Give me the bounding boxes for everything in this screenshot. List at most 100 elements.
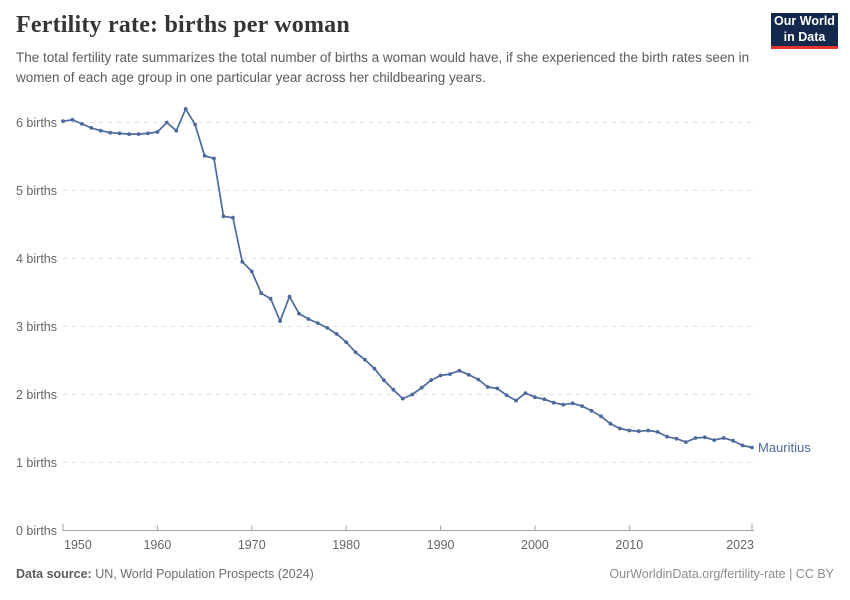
data-point-1966[interactable] <box>212 156 216 161</box>
chart-subtitle: The total fertility rate summarizes the … <box>16 50 750 85</box>
y-axis-tick-label: 1 births <box>16 456 57 470</box>
data-point-2011[interactable] <box>636 429 641 434</box>
data-point-1986[interactable] <box>400 396 405 401</box>
data-point-1991[interactable] <box>448 372 452 376</box>
owid-logo-line1: Our World <box>774 14 835 29</box>
x-axis-tick-label: 2000 <box>521 538 549 552</box>
data-point-1992[interactable] <box>457 368 462 373</box>
chart-title: Fertility rate: births per woman <box>16 12 350 38</box>
data-point-2010[interactable] <box>627 428 632 433</box>
data-point-1953[interactable] <box>89 126 94 130</box>
data-point-1959[interactable] <box>146 131 150 136</box>
data-point-1989[interactable] <box>429 378 433 383</box>
data-source-text: UN, World Population Prospects (2024) <box>91 567 314 581</box>
y-axis-tick-label: 2 births <box>16 388 57 402</box>
data-point-1950[interactable] <box>61 119 65 123</box>
credit-link[interactable]: OurWorldinData.org/fertility-rate | CC B… <box>609 567 834 581</box>
data-point-1973[interactable] <box>278 319 282 323</box>
data-point-1988[interactable] <box>419 385 424 390</box>
data-point-1952[interactable] <box>80 122 84 126</box>
data-point-1964[interactable] <box>193 122 198 127</box>
x-axis-tick-label: 1950 <box>64 538 92 552</box>
data-point-2013[interactable] <box>655 430 660 434</box>
data-point-1969[interactable] <box>240 260 245 264</box>
data-point-2015[interactable] <box>674 436 679 441</box>
data-point-1962[interactable] <box>174 128 179 133</box>
data-point-1963[interactable] <box>183 107 188 111</box>
data-point-1990[interactable] <box>438 373 443 378</box>
owid-logo-line2: in Data <box>783 29 826 44</box>
data-point-2000[interactable] <box>533 395 537 400</box>
chart-footer: Data source: UN, World Population Prospe… <box>16 567 834 581</box>
data-point-1961[interactable] <box>164 120 169 125</box>
data-point-1974[interactable] <box>287 294 292 299</box>
data-point-1996[interactable] <box>495 386 500 391</box>
data-point-1981[interactable] <box>353 350 358 355</box>
data-point-2004[interactable] <box>570 401 575 406</box>
data-point-2003[interactable] <box>561 402 566 407</box>
data-point-1977[interactable] <box>315 321 320 325</box>
data-point-2018[interactable] <box>702 435 707 440</box>
data-point-2006[interactable] <box>589 408 594 413</box>
data-point-1967[interactable] <box>221 214 226 219</box>
data-point-2017[interactable] <box>693 436 698 440</box>
data-point-1957[interactable] <box>127 132 131 137</box>
data-point-1951[interactable] <box>70 117 75 122</box>
data-point-1979[interactable] <box>334 332 339 336</box>
data-point-1958[interactable] <box>136 132 141 137</box>
data-point-1983[interactable] <box>372 366 377 371</box>
x-axis-tick-label: 2010 <box>615 538 643 552</box>
data-point-1965[interactable] <box>202 153 207 158</box>
data-point-1995[interactable] <box>485 385 490 389</box>
data-point-1956[interactable] <box>117 131 122 136</box>
y-axis-tick-label: 4 births <box>16 252 57 266</box>
data-point-1982[interactable] <box>363 357 367 362</box>
data-point-2012[interactable] <box>646 428 651 433</box>
data-point-2016[interactable] <box>684 440 688 444</box>
data-point-1998[interactable] <box>514 398 518 403</box>
data-point-2023[interactable] <box>750 445 754 450</box>
data-point-1968[interactable] <box>231 215 235 220</box>
data-point-2021[interactable] <box>731 438 735 443</box>
data-source-note: Data source: UN, World Population Prospe… <box>16 567 314 581</box>
data-point-2022[interactable] <box>740 443 745 448</box>
data-point-2020[interactable] <box>721 436 726 440</box>
data-point-1987[interactable] <box>410 392 415 397</box>
data-point-2019[interactable] <box>712 438 717 442</box>
x-axis-tick-label: 1960 <box>143 538 171 552</box>
data-point-1997[interactable] <box>504 393 509 398</box>
y-axis-tick-label: 0 births <box>16 524 57 538</box>
data-point-1955[interactable] <box>108 130 113 135</box>
data-point-1954[interactable] <box>98 128 103 133</box>
y-axis-tick-label: 5 births <box>16 184 57 198</box>
data-point-1980[interactable] <box>344 340 349 344</box>
data-point-2008[interactable] <box>608 421 613 426</box>
data-point-1976[interactable] <box>306 317 311 321</box>
data-point-1975[interactable] <box>297 311 301 316</box>
data-point-1984[interactable] <box>382 378 386 383</box>
owid-logo[interactable]: Our World in Data <box>771 13 838 49</box>
data-point-1985[interactable] <box>391 387 396 392</box>
data-point-1960[interactable] <box>155 130 160 134</box>
data-point-2001[interactable] <box>542 397 547 402</box>
data-point-1971[interactable] <box>259 291 264 296</box>
data-point-1972[interactable] <box>268 296 273 301</box>
data-point-1999[interactable] <box>523 391 528 395</box>
data-point-2005[interactable] <box>580 404 584 408</box>
x-axis-tick-label: 2023 <box>726 538 754 552</box>
data-point-2014[interactable] <box>665 434 669 439</box>
data-point-1970[interactable] <box>249 269 254 274</box>
data-source-label: Data source: <box>16 567 92 581</box>
data-point-1978[interactable] <box>325 326 330 330</box>
data-point-2009[interactable] <box>618 426 622 431</box>
data-point-1994[interactable] <box>476 377 481 382</box>
series-end-label[interactable]: Mauritius <box>758 440 811 455</box>
data-point-1993[interactable] <box>466 372 471 377</box>
x-axis-tick-label: 1980 <box>332 538 360 552</box>
data-point-2002[interactable] <box>551 400 556 405</box>
trend-line[interactable] <box>62 108 753 449</box>
data-point-2007[interactable] <box>599 414 603 419</box>
y-axis-tick-label: 3 births <box>16 320 57 334</box>
y-axis-tick-label: 6 births <box>16 116 57 130</box>
